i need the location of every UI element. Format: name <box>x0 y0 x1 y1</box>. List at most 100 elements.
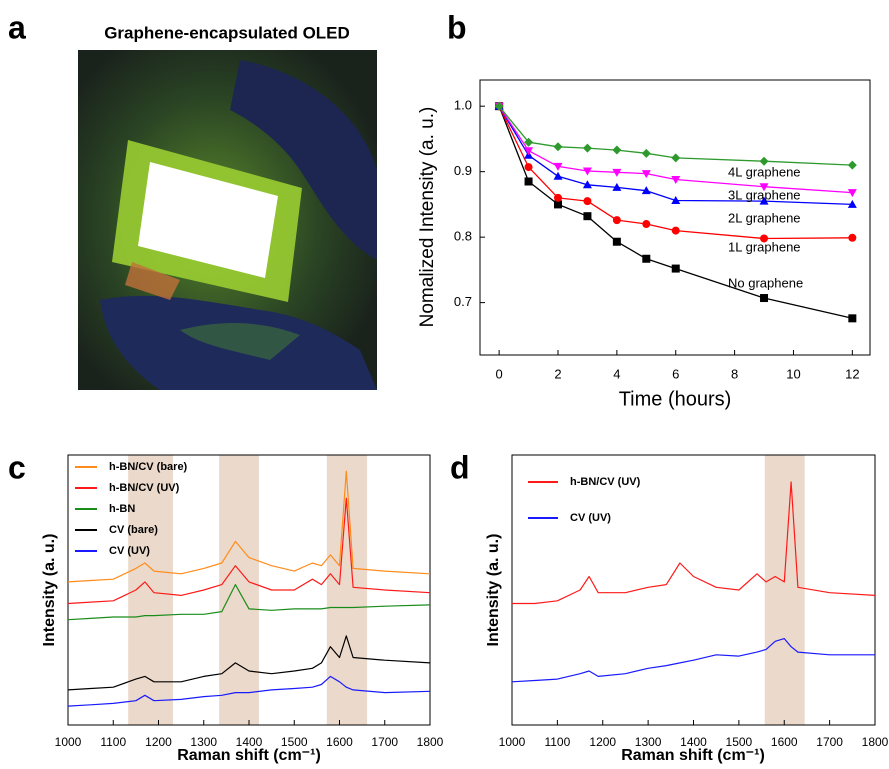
panel-label: b <box>447 9 467 45</box>
legend-label: CV (bare) <box>109 524 158 536</box>
series-line <box>512 481 876 605</box>
x-tick-label: 1700 <box>371 735 398 749</box>
data-marker <box>612 237 621 246</box>
legend-label: h-BN/CV (UV) <box>109 482 180 494</box>
series-label: No graphene <box>728 275 803 290</box>
x-tick-label: 1000 <box>55 735 82 749</box>
data-marker <box>524 137 534 147</box>
data-marker <box>524 147 534 156</box>
x-tick-label: 1300 <box>635 735 662 749</box>
data-marker <box>583 197 592 206</box>
data-marker <box>553 171 563 180</box>
plot-frame <box>511 454 876 726</box>
data-marker <box>612 182 622 191</box>
x-tick-label: 1600 <box>326 735 353 749</box>
x-tick-label: 1500 <box>281 735 308 749</box>
y-tick-label: 0.7 <box>454 294 472 309</box>
panel-b: b 0 2 4 6 8 10 12 0.7 0.8 0.9 1.0 Time (hours) Nomali… <box>417 9 871 410</box>
y-tick-label: 0.8 <box>454 229 472 244</box>
data-marker <box>847 199 857 208</box>
data-marker <box>612 168 622 177</box>
x-axis-title: Raman shift (cm⁻¹) <box>621 747 765 764</box>
panel-label: c <box>8 449 26 485</box>
series-label: 4L graphene <box>728 164 801 179</box>
data-marker <box>582 143 592 153</box>
y-axis-title: Nomalized Intensity (a. u.) <box>417 107 438 328</box>
data-marker <box>848 314 857 323</box>
data-marker <box>759 196 769 205</box>
series-label: 2L graphene <box>728 210 801 225</box>
panel-label: d <box>450 449 470 485</box>
legend-label: h-BN/CV (bare) <box>109 461 188 473</box>
data-marker <box>612 145 622 155</box>
data-marker <box>494 101 504 111</box>
panel-d: d 1000 1100 1200 1300 1400 1500 1600 1700 1800 Ram… <box>450 449 889 764</box>
data-marker <box>759 156 769 166</box>
x-axis-title: Time (hours) <box>619 388 732 410</box>
data-marker <box>671 153 681 163</box>
series-line <box>511 638 875 683</box>
x-tick-label: 6 <box>672 366 679 381</box>
x-tick-label: 1800 <box>862 735 889 749</box>
y-axis-title: Intensity (a. u.) <box>41 534 58 647</box>
data-marker <box>553 162 563 171</box>
x-tick-label: 1500 <box>726 735 753 749</box>
x-tick-label: 1700 <box>816 735 843 749</box>
x-tick-label: 1600 <box>771 735 798 749</box>
data-marker <box>671 264 680 273</box>
data-marker <box>847 189 857 198</box>
data-marker <box>847 160 857 170</box>
legend-label: h-BN <box>109 503 135 515</box>
series-line <box>67 497 431 605</box>
photo-title: Graphene-encapsulated OLED <box>104 23 350 42</box>
x-axis-title: Raman shift (cm⁻¹) <box>177 747 321 764</box>
legend-label: CV (UV) <box>570 512 611 524</box>
data-marker <box>553 142 563 152</box>
data-marker <box>583 212 592 221</box>
data-marker <box>671 176 681 185</box>
data-marker <box>760 234 769 243</box>
x-tick-label: 1200 <box>589 735 616 749</box>
x-tick-label: 1200 <box>145 735 172 749</box>
series-label: 1L graphene <box>728 239 801 254</box>
x-tick-label: 2 <box>554 366 561 381</box>
panel-label: a <box>8 9 26 45</box>
highlight-band <box>764 455 805 725</box>
data-marker <box>641 148 651 158</box>
data-marker <box>554 200 562 209</box>
data-marker <box>641 186 651 195</box>
y-tick-label: 0.9 <box>454 163 472 178</box>
series-label: 3L graphene <box>728 187 801 202</box>
highlight-band <box>326 455 368 725</box>
x-tick-label: 0 <box>496 366 503 381</box>
panel-c: c 1000 1100 1200 1300 1400 1500 1600 1700 1800 Ram… <box>8 449 444 764</box>
data-marker <box>759 183 769 192</box>
data-marker <box>671 195 681 204</box>
x-tick-label: 1100 <box>100 735 126 749</box>
x-tick-label: 1400 <box>236 735 263 749</box>
x-tick-label: 10 <box>786 366 800 381</box>
data-marker <box>641 170 651 179</box>
y-tick-label: 1.0 <box>454 98 472 113</box>
x-tick-label: 8 <box>731 366 738 381</box>
data-marker <box>554 193 562 202</box>
data-marker <box>524 163 533 172</box>
x-tick-label: 1100 <box>544 735 570 749</box>
data-marker <box>582 180 592 189</box>
data-marker <box>760 294 769 303</box>
photo <box>78 50 377 390</box>
x-tick-label: 1300 <box>190 735 217 749</box>
legend-label: CV (UV) <box>109 545 150 557</box>
y-axis-title: Intensity (a. u.) <box>485 534 502 647</box>
legend-label: h-BN/CV (UV) <box>570 476 641 488</box>
x-tick-label: 1400 <box>680 735 707 749</box>
data-marker <box>848 233 857 242</box>
data-marker <box>671 226 680 235</box>
data-marker <box>642 220 651 229</box>
x-tick-label: 4 <box>613 366 620 381</box>
x-tick-label: 12 <box>845 366 859 381</box>
data-marker <box>642 254 651 263</box>
series-line <box>67 470 431 583</box>
x-tick-label: 1000 <box>499 735 526 749</box>
